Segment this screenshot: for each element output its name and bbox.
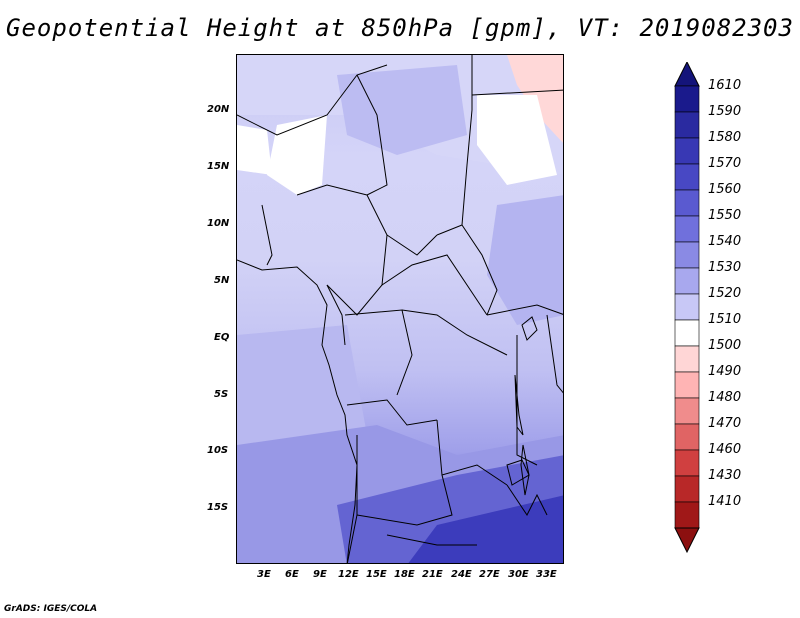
- grads-credit: GrADS: IGES/COLA: [4, 604, 98, 614]
- colorbar-swatch: [674, 189, 700, 217]
- colorbar-swatch: [674, 397, 700, 425]
- colorbar-swatch: [674, 345, 700, 373]
- colorbar-level-label: 1410: [708, 494, 742, 509]
- shade-sahel-purple: [337, 65, 467, 155]
- colorbar-swatch: [674, 449, 700, 477]
- colorbar-swatch: [674, 423, 700, 451]
- lat-label-15n: 15N: [207, 161, 230, 172]
- colorbar-swatch: [674, 267, 700, 295]
- shade-northwest-white: [237, 125, 272, 175]
- colorbar-swatch: [674, 475, 700, 503]
- colorbar-bottom-arrow: [674, 527, 700, 554]
- lon-label-30e: 30E: [508, 569, 529, 580]
- colorbar-swatches: [674, 62, 700, 554]
- lon-label-27e: 27E: [479, 569, 500, 580]
- great-lakes: [506, 316, 538, 496]
- lon-label-6e: 6E: [285, 569, 299, 580]
- shade-northeast-white: [477, 95, 557, 185]
- lon-label-24e: 24E: [451, 569, 472, 580]
- colorbar-top-arrow: [674, 62, 700, 87]
- map-canvas: [237, 55, 563, 563]
- lat-label-15s: 15S: [207, 502, 229, 513]
- lon-label-33e: 33E: [536, 569, 557, 580]
- colorbar-swatch: [674, 319, 700, 347]
- colorbar-swatch: [674, 111, 700, 139]
- colorbar-level-label: 1520: [708, 286, 742, 301]
- colorbar: 1610 1590 1580 1570 1560 1550 1540 1530 1520 1510…: [672, 62, 792, 562]
- colorbar-level-label: 1430: [708, 468, 742, 483]
- shade-sahara-white: [267, 115, 327, 195]
- colorbar-level-label: 1500: [708, 338, 742, 353]
- lat-label-5s: 5S: [214, 389, 229, 400]
- shade-southeast-darkest: [408, 495, 563, 563]
- colorbar-swatch: [674, 241, 700, 269]
- colorbar-swatch: [674, 137, 700, 165]
- lon-label-3e: 3E: [257, 569, 271, 580]
- country-borders: [237, 55, 563, 563]
- colorbar-level-label: 1510: [708, 312, 742, 327]
- colorbar-level-label: 1470: [708, 416, 742, 431]
- lon-label-9e: 9E: [313, 569, 327, 580]
- lon-label-18e: 18E: [394, 569, 415, 580]
- colorbar-level-label: 1560: [708, 182, 742, 197]
- colorbar-swatch: [674, 371, 700, 399]
- shade-east-purple: [487, 195, 563, 325]
- colorbar-swatch: [674, 85, 700, 113]
- colorbar-level-label: 1570: [708, 156, 742, 171]
- colorbar-level-label: 1590: [708, 104, 742, 119]
- colorbar-level-label: 1610: [708, 78, 742, 93]
- lon-label-12e: 12E: [338, 569, 359, 580]
- map-plot-area: [236, 54, 564, 564]
- colorbar-level-label: 1490: [708, 364, 742, 379]
- colorbar-swatch: [674, 215, 700, 243]
- colorbar-swatch: [674, 163, 700, 191]
- colorbar-level-label: 1480: [708, 390, 742, 405]
- lat-label-10n: 10N: [207, 218, 230, 229]
- lat-label-eq: EQ: [214, 332, 230, 343]
- colorbar-level-label: 1540: [708, 234, 742, 249]
- colorbar-level-label: 1530: [708, 260, 742, 275]
- colorbar-level-label: 1550: [708, 208, 742, 223]
- colorbar-level-label: 1580: [708, 130, 742, 145]
- atlantic-coastline: [237, 259, 358, 563]
- lon-label-21e: 21E: [422, 569, 443, 580]
- lat-label-10s: 10S: [207, 445, 229, 456]
- colorbar-swatch: [674, 293, 700, 321]
- colorbar-swatch: [674, 501, 700, 529]
- shade-west-purple: [237, 325, 367, 455]
- colorbar-level-label: 1460: [708, 442, 742, 457]
- chart-title: Geopotential Height at 850hPa [gpm], VT:…: [6, 14, 794, 42]
- lat-label-5n: 5N: [214, 275, 230, 286]
- lon-label-15e: 15E: [366, 569, 387, 580]
- lat-label-20n: 20N: [207, 104, 230, 115]
